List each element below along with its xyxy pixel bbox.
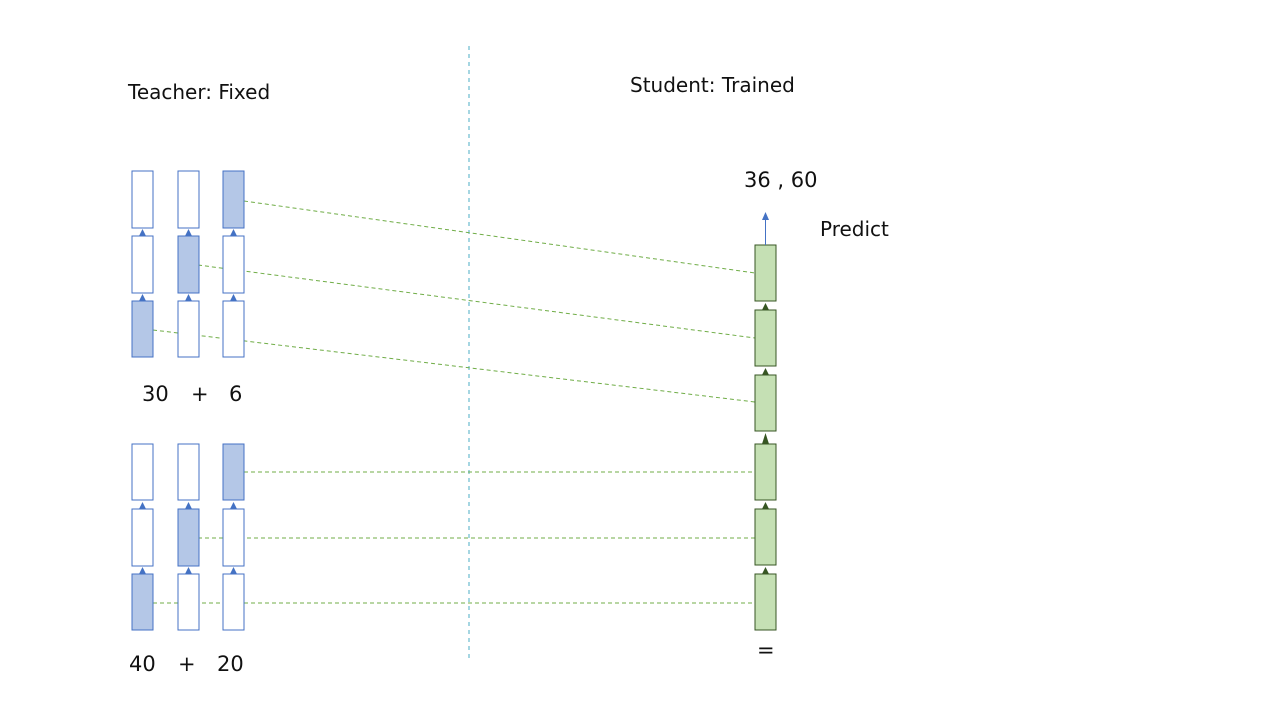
mapping-line — [243, 200, 756, 274]
mapping-line — [152, 329, 756, 403]
student-title: Student: Trained — [630, 73, 795, 97]
predict-label: Predict — [820, 217, 889, 241]
teacher-bottom-operator: + — [178, 652, 196, 676]
teacher-cell — [222, 235, 245, 294]
teacher-top-operand-a: 30 — [142, 382, 169, 406]
teacher-cell — [131, 508, 154, 567]
teacher-cell — [131, 170, 154, 229]
mapping-line — [197, 264, 756, 339]
teacher-cell-active — [222, 443, 245, 501]
teacher-cell-active — [131, 300, 154, 358]
teacher-cell — [177, 300, 200, 358]
mapping-lines — [152, 200, 756, 604]
teacher-cell-active — [177, 508, 200, 567]
teacher-cell — [222, 508, 245, 567]
teacher-bottom-group — [131, 443, 245, 631]
teacher-cell-active — [131, 573, 154, 631]
teacher-top-group — [131, 170, 245, 358]
teacher-cell — [177, 573, 200, 631]
teacher-cell — [222, 300, 245, 358]
teacher-cell-active — [177, 235, 200, 294]
student-column — [754, 212, 777, 631]
teacher-cell-active — [222, 170, 245, 229]
teacher-bottom-operand-a: 40 — [129, 652, 156, 676]
teacher-title: Teacher: Fixed — [128, 80, 271, 104]
teacher-cell — [131, 443, 154, 501]
teacher-cell — [131, 235, 154, 294]
student-cell — [754, 244, 777, 302]
teacher-bottom-operand-b: 20 — [217, 652, 244, 676]
teacher-connector-arrows — [139, 502, 237, 574]
student-cell — [754, 508, 777, 566]
teacher-cell — [177, 443, 200, 501]
teacher-top-operand-b: 6 — [229, 382, 243, 406]
teacher-cell — [222, 573, 245, 631]
teacher-cell — [177, 170, 200, 229]
teacher-connector-arrows — [139, 229, 237, 301]
student-cell — [754, 443, 777, 501]
student-cell — [754, 573, 777, 631]
student-equals: = — [757, 638, 775, 662]
student-connector-arrows — [762, 303, 769, 574]
teacher-top-operator: + — [191, 382, 209, 406]
predict-arrow-head — [762, 212, 769, 220]
student-cell — [754, 374, 777, 432]
student-output: 36 , 60 — [744, 168, 818, 192]
student-cell — [754, 309, 777, 367]
